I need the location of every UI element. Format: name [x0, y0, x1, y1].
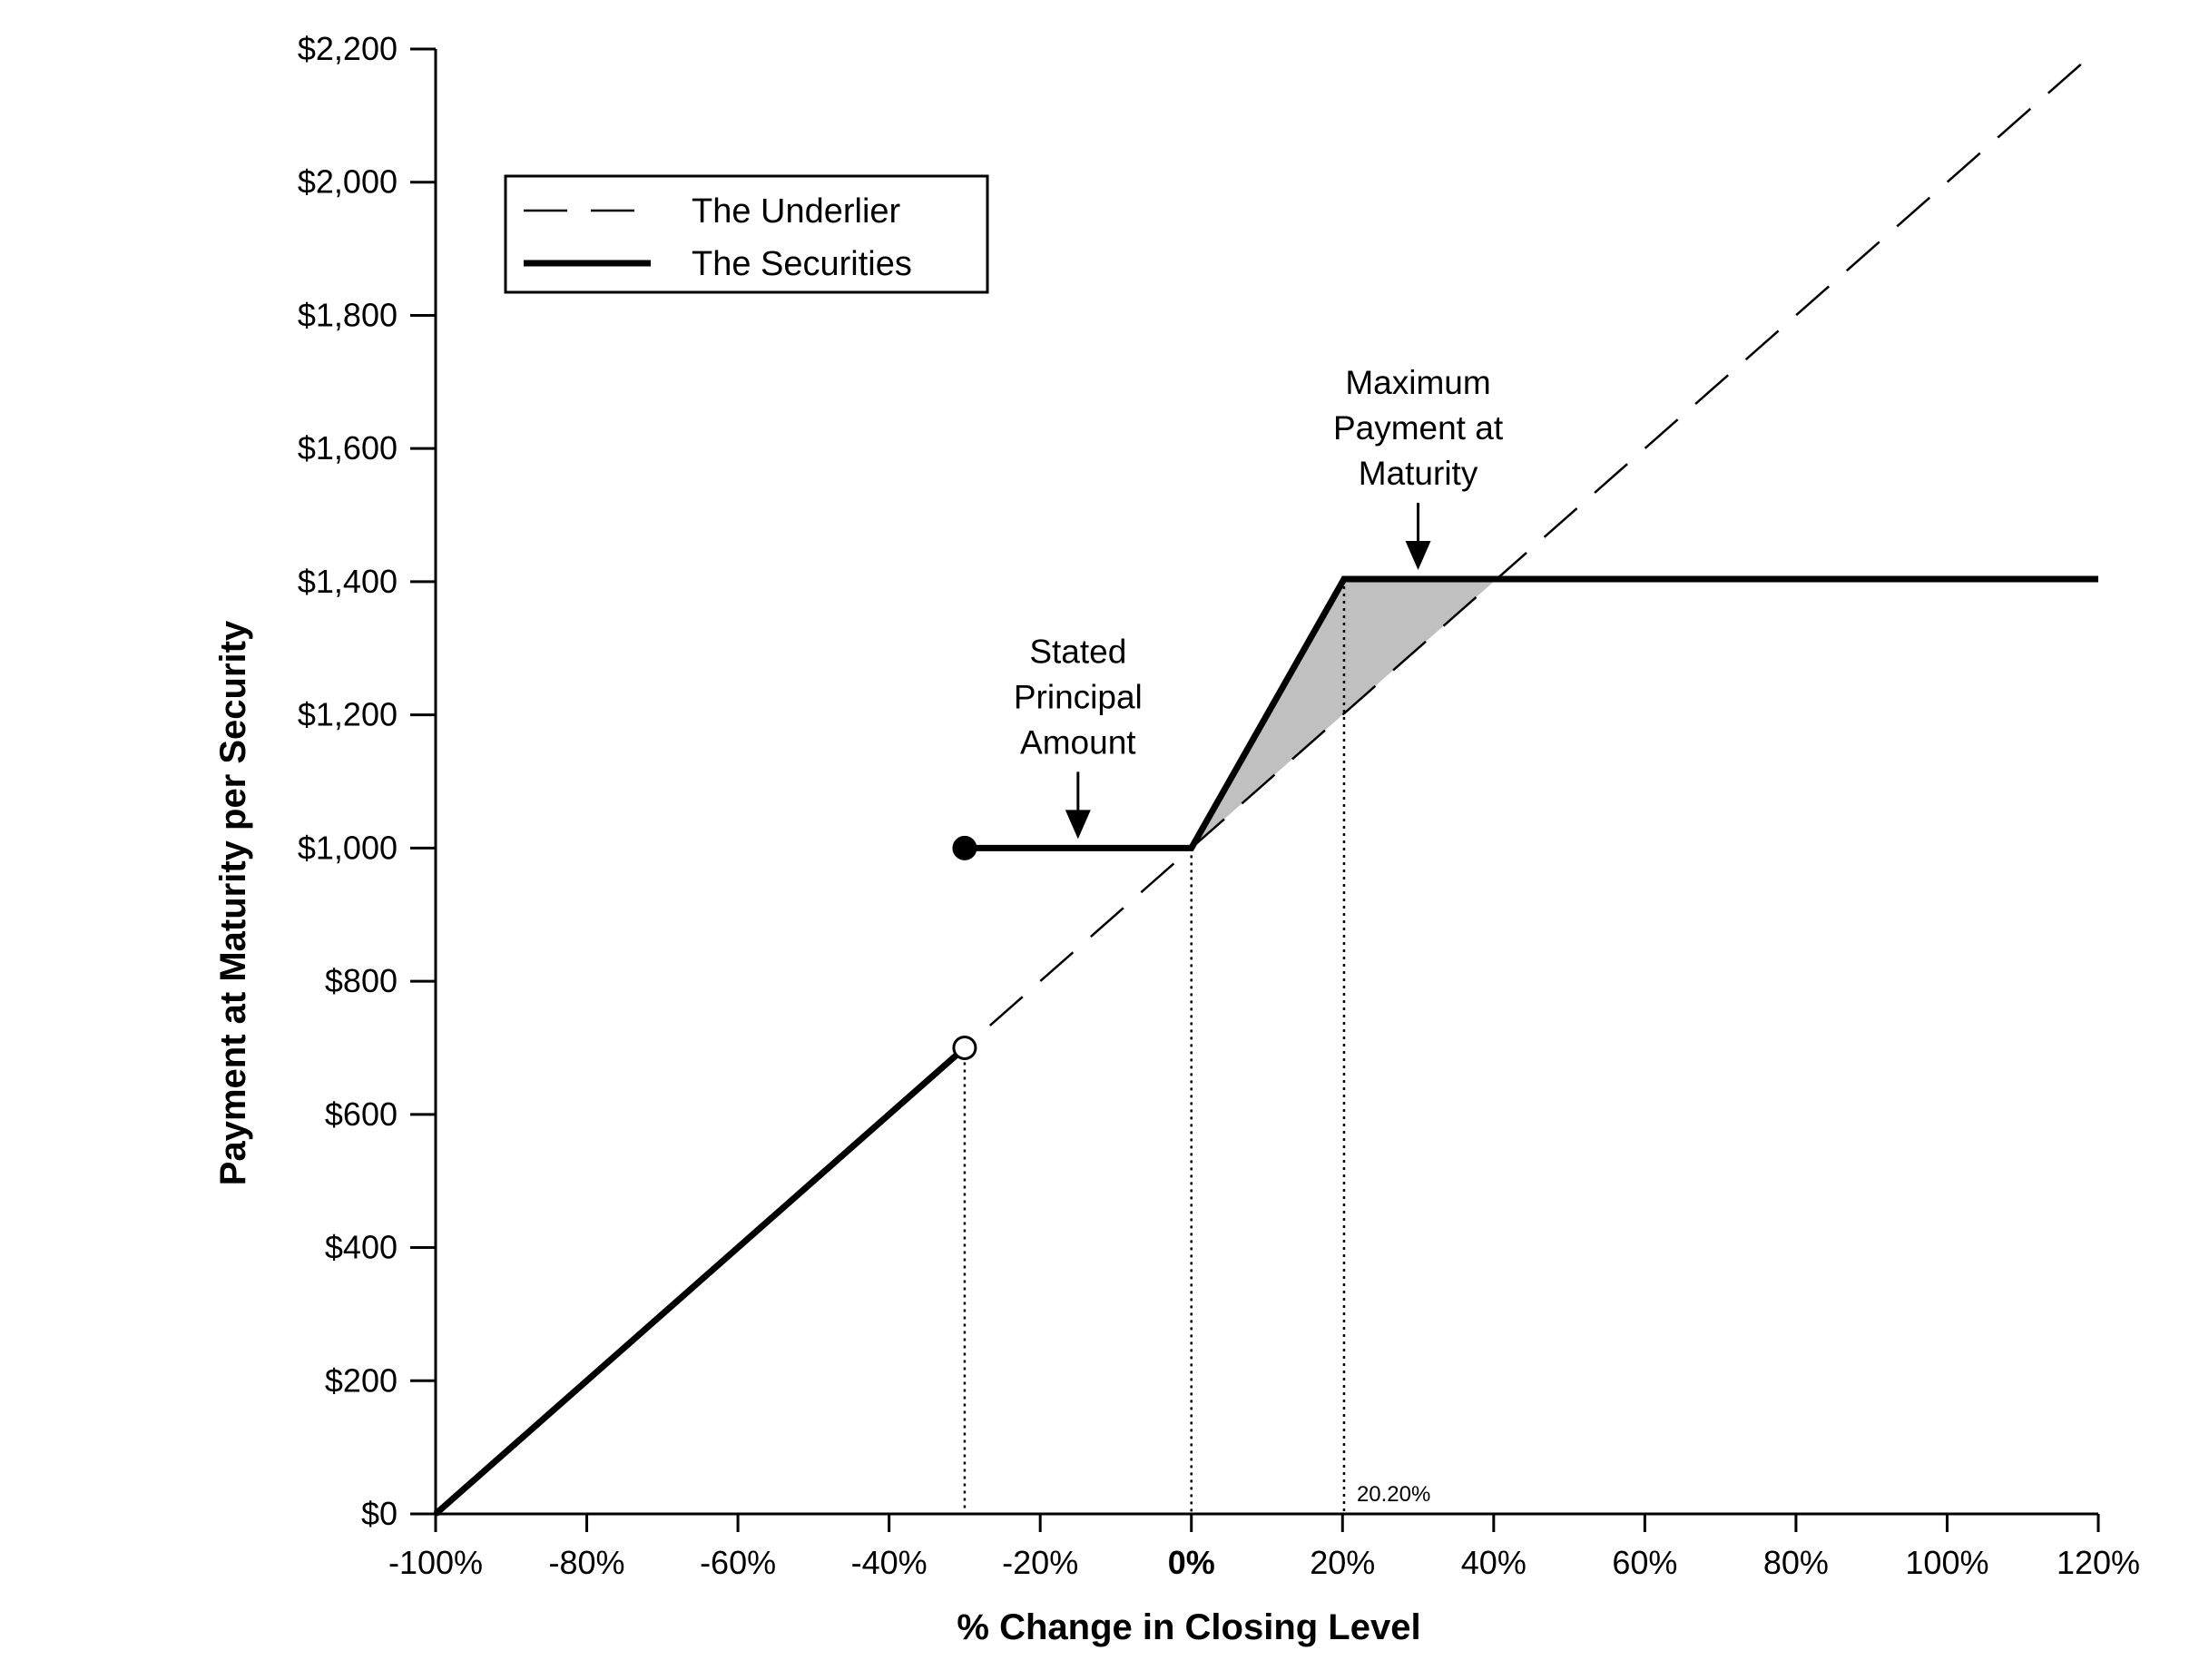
y-tick-label: $400: [325, 1229, 398, 1266]
x-tick-label: 80%: [1763, 1544, 1829, 1581]
x-tick-label: 20%: [1310, 1544, 1375, 1581]
annotation-1-line: Maximum: [1345, 364, 1490, 401]
legend-box: [504, 174, 989, 294]
series-securities-segment-0: [433, 1045, 967, 1517]
legend-label-0: The Underlier: [692, 192, 901, 231]
y-tick-label: $200: [325, 1361, 398, 1399]
y-tick-label: $1,000: [298, 829, 398, 866]
annotation-2-label: 20.20%: [1357, 1482, 1430, 1507]
y-axis-title: Payment at Maturity per Security: [213, 620, 253, 1185]
x-axis-title: % Change in Closing Level: [957, 1607, 1420, 1647]
x-tick-label: 100%: [1905, 1544, 1988, 1581]
x-tick-label: -100%: [388, 1544, 483, 1581]
y-tick-label: $1,200: [298, 696, 398, 733]
y-tick-label: $1,600: [298, 429, 398, 467]
y-tick-label: $0: [361, 1495, 398, 1532]
x-tick-label: -80%: [549, 1544, 625, 1581]
x-tick-label: 0%: [1168, 1544, 1215, 1581]
annotation-0-line: Stated: [1029, 633, 1126, 670]
x-tick-label: -40%: [851, 1544, 928, 1581]
x-tick-label: -20%: [1002, 1544, 1078, 1581]
x-tick-label: 40%: [1461, 1544, 1527, 1581]
open-marker: [952, 1035, 977, 1060]
x-tick-label: 120%: [2057, 1544, 2140, 1581]
y-tick-label: $2,200: [298, 30, 398, 67]
y-tick-label: $800: [325, 962, 398, 999]
x-tick-label: -60%: [700, 1544, 776, 1581]
y-tick-label: $1,400: [298, 563, 398, 600]
annotation-1-arrow-head: [1405, 540, 1431, 570]
legend-label-1: The Securities: [692, 245, 912, 283]
annotation-0-line: Amount: [1020, 723, 1136, 761]
y-tick-label: $2,000: [298, 163, 398, 201]
y-tick-label: $600: [325, 1095, 398, 1133]
filled-marker: [952, 835, 977, 860]
annotation-1-line: Payment at: [1333, 409, 1504, 447]
annotation-1-line: Maturity: [1359, 455, 1478, 492]
annotation-0-arrow-head: [1065, 810, 1091, 840]
annotation-0-line: Principal: [1014, 678, 1143, 715]
series-securities-segment-1: [964, 575, 2098, 851]
y-tick-label: $1,800: [298, 296, 398, 333]
x-tick-label: 60%: [1612, 1544, 1677, 1581]
